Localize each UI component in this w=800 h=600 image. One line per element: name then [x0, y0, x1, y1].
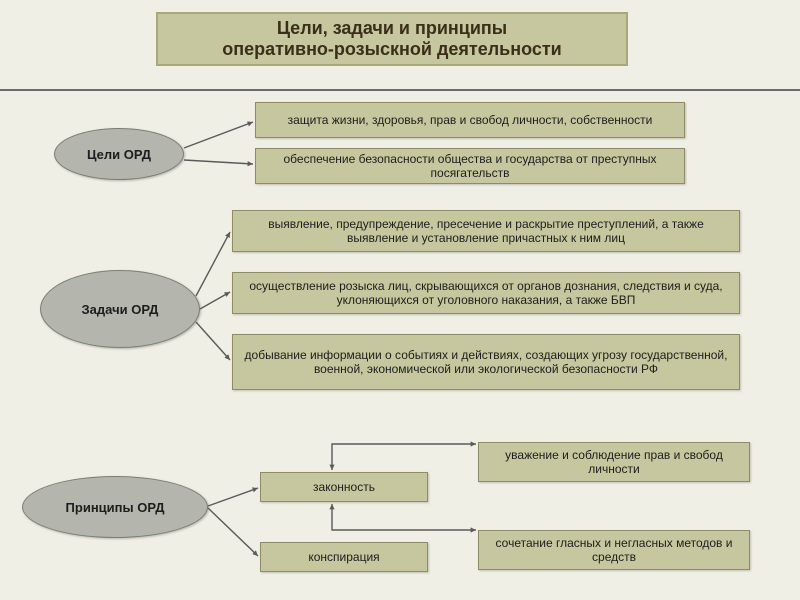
principles-box-conspiracy: конспирация	[260, 542, 428, 572]
ellipse-goals-label: Цели ОРД	[87, 147, 151, 162]
title-box: Цели, задачи и принципы оперативно-розыс…	[156, 12, 628, 66]
goals-box-1: обеспечение безопасности общества и госу…	[255, 148, 685, 184]
divider	[0, 89, 800, 91]
ellipse-tasks-label: Задачи ОРД	[82, 302, 159, 317]
tasks-box-2: добывание информации о событиях и действ…	[232, 334, 740, 390]
tasks-box-0: выявление, предупреждение, пресечение и …	[232, 210, 740, 252]
ellipse-principles: Принципы ОРД	[22, 476, 208, 538]
goals-box-0: защита жизни, здоровья, прав и свобод ли…	[255, 102, 685, 138]
tasks-box-1: осуществление розыска лиц, скрывающихся …	[232, 272, 740, 314]
ellipse-tasks: Задачи ОРД	[40, 270, 200, 348]
title-line1: Цели, задачи и принципы	[277, 18, 507, 39]
ellipse-principles-label: Принципы ОРД	[66, 500, 165, 515]
principles-box-methods: сочетание гласных и негласных методов и …	[478, 530, 750, 570]
ellipse-goals: Цели ОРД	[54, 128, 184, 180]
title-line2: оперативно-розыскной деятельности	[222, 39, 562, 60]
principles-box-respect: уважение и соблюдение прав и свобод личн…	[478, 442, 750, 482]
principles-box-legality: законность	[260, 472, 428, 502]
